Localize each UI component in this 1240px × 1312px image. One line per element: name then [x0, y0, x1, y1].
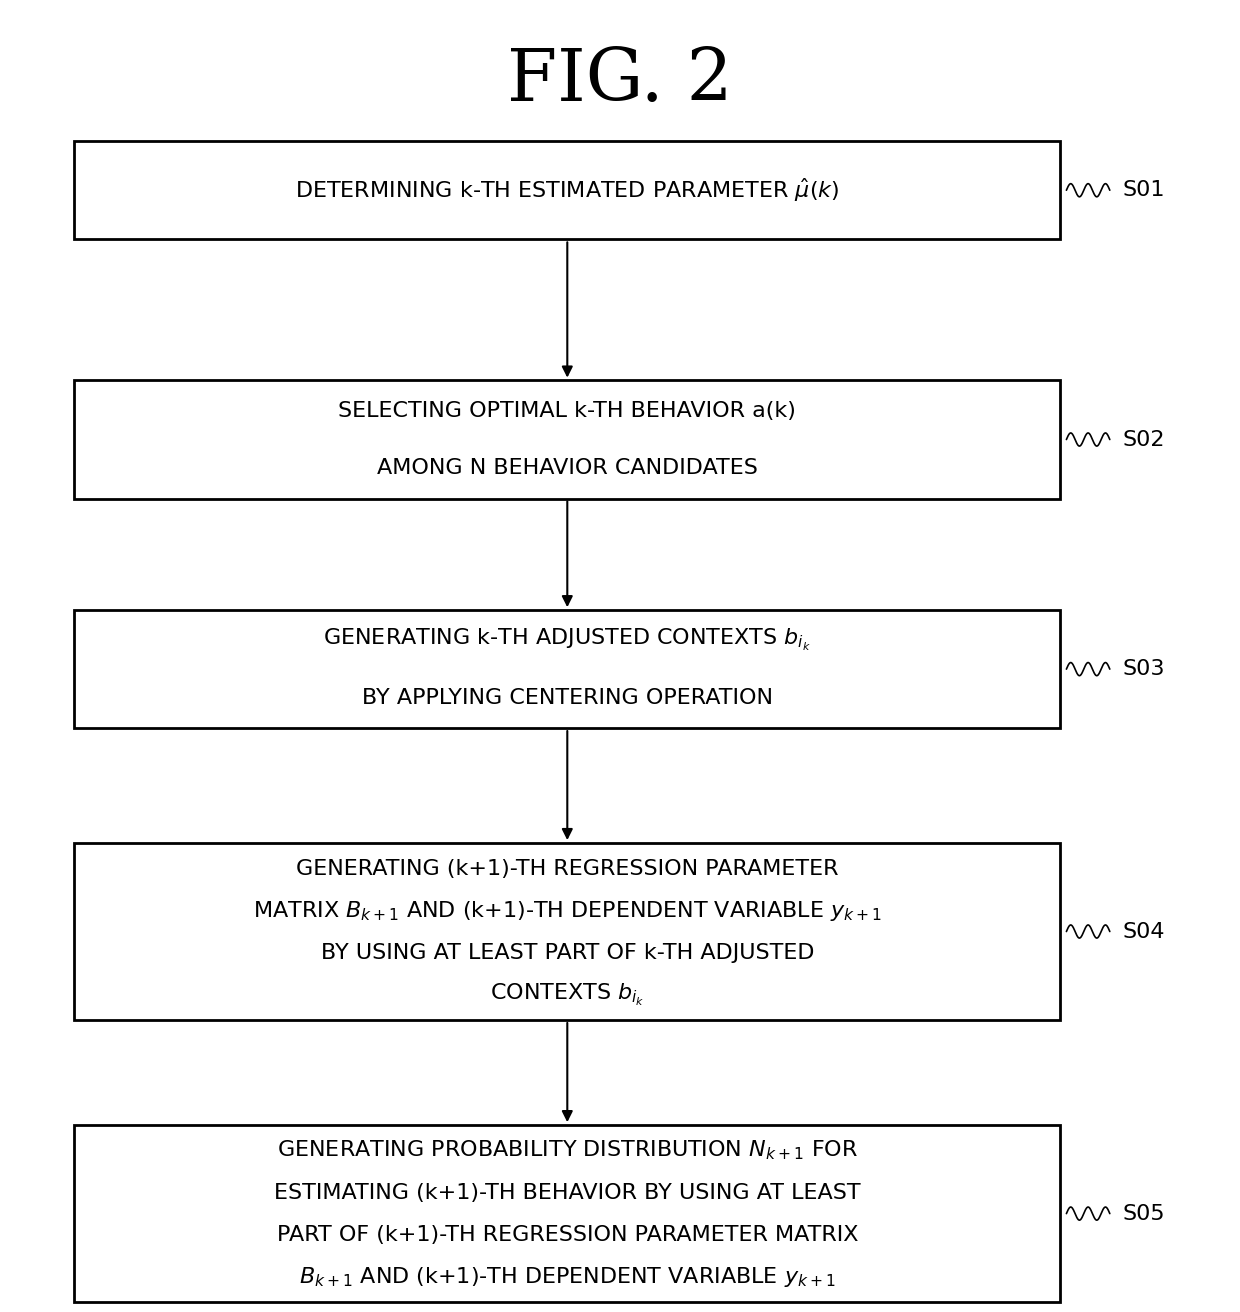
Text: GENERATING PROBABILITY DISTRIBUTION $N_{k+1}$ FOR: GENERATING PROBABILITY DISTRIBUTION $N_{…	[277, 1139, 858, 1162]
Bar	[74, 610, 1060, 728]
Text: AMONG N BEHAVIOR CANDIDATES: AMONG N BEHAVIOR CANDIDATES	[377, 458, 758, 479]
Text: FIG. 2: FIG. 2	[507, 46, 733, 117]
Text: SELECTING OPTIMAL k-TH BEHAVIOR a(k): SELECTING OPTIMAL k-TH BEHAVIOR a(k)	[339, 400, 796, 421]
Text: BY APPLYING CENTERING OPERATION: BY APPLYING CENTERING OPERATION	[362, 687, 773, 708]
Bar	[74, 142, 1060, 239]
Text: S04: S04	[1122, 921, 1164, 942]
Bar	[74, 1124, 1060, 1302]
Text: S01: S01	[1122, 180, 1164, 201]
Text: $B_{k+1}$ AND (k+1)-TH DEPENDENT VARIABLE $y_{k+1}$: $B_{k+1}$ AND (k+1)-TH DEPENDENT VARIABL…	[299, 1265, 836, 1288]
Text: S02: S02	[1122, 429, 1164, 450]
Text: PART OF (k+1)-TH REGRESSION PARAMETER MATRIX: PART OF (k+1)-TH REGRESSION PARAMETER MA…	[277, 1224, 858, 1245]
Text: GENERATING k-TH ADJUSTED CONTEXTS $b_{i_k}$: GENERATING k-TH ADJUSTED CONTEXTS $b_{i_…	[324, 627, 811, 653]
Text: MATRIX $B_{k+1}$ AND (k+1)-TH DEPENDENT VARIABLE $y_{k+1}$: MATRIX $B_{k+1}$ AND (k+1)-TH DEPENDENT …	[253, 899, 882, 922]
Bar	[74, 844, 1060, 1021]
Text: ESTIMATING (k+1)-TH BEHAVIOR BY USING AT LEAST: ESTIMATING (k+1)-TH BEHAVIOR BY USING AT…	[274, 1182, 861, 1203]
Text: DETERMINING k-TH ESTIMATED PARAMETER $\hat{\mu}(k)$: DETERMINING k-TH ESTIMATED PARAMETER $\h…	[295, 176, 839, 205]
Bar	[74, 380, 1060, 499]
Text: S05: S05	[1122, 1203, 1164, 1224]
Text: BY USING AT LEAST PART OF k-TH ADJUSTED: BY USING AT LEAST PART OF k-TH ADJUSTED	[321, 942, 813, 963]
Text: S03: S03	[1122, 659, 1164, 680]
Text: CONTEXTS $b_{i_k}$: CONTEXTS $b_{i_k}$	[490, 981, 645, 1008]
Text: GENERATING (k+1)-TH REGRESSION PARAMETER: GENERATING (k+1)-TH REGRESSION PARAMETER	[296, 858, 838, 879]
